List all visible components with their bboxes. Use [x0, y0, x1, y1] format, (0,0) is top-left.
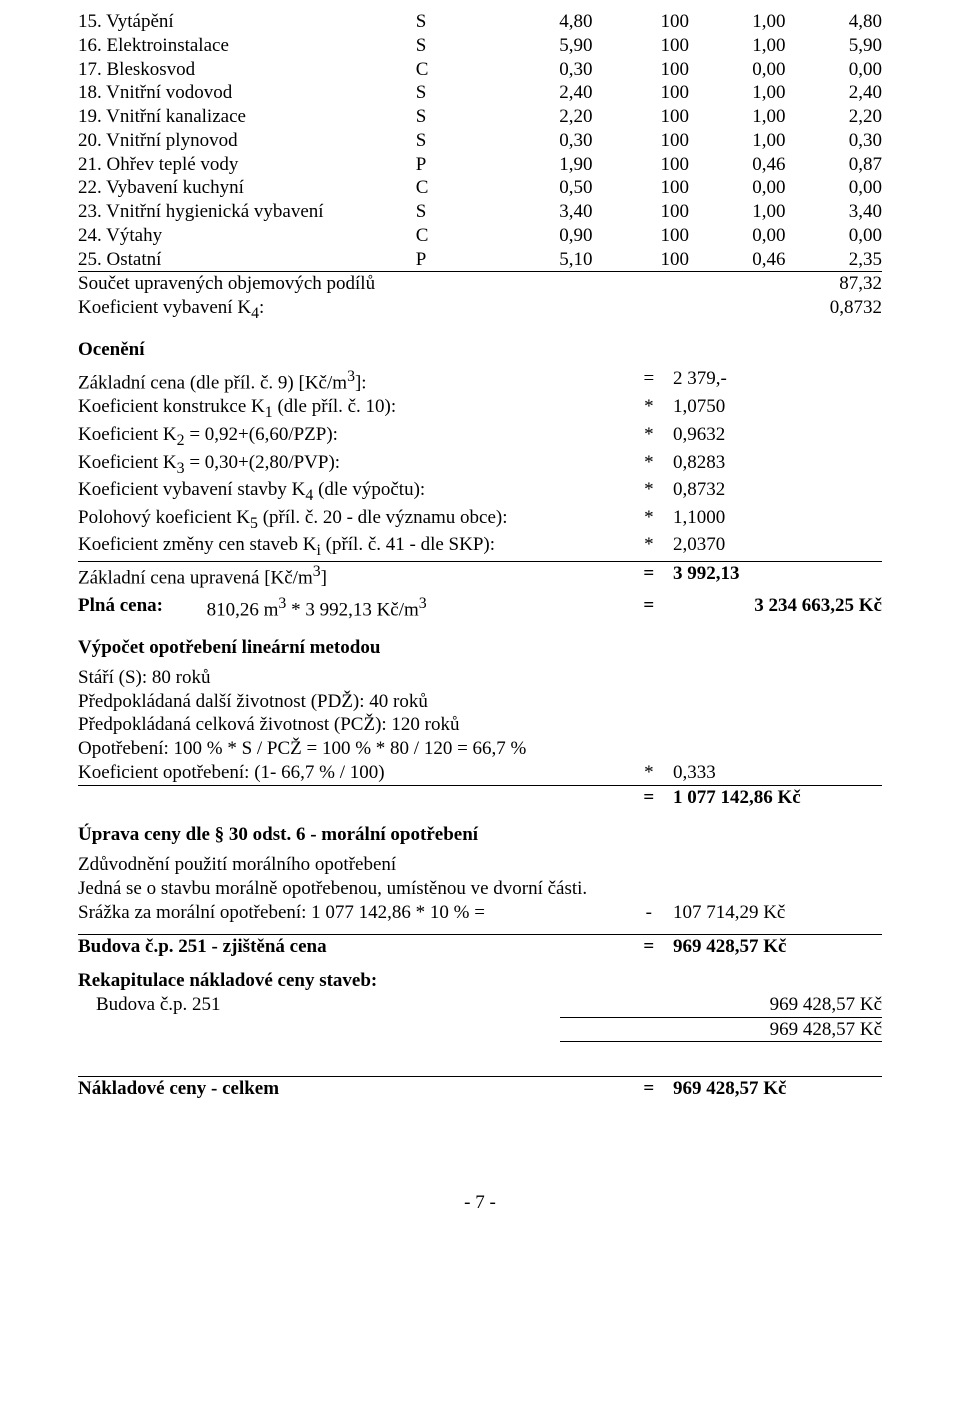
calc-row: Základní cena (dle příl. č. 9) [Kč/m3]:=… — [78, 367, 882, 395]
calc-row: Koeficient K2 = 0,92+(6,60/PZP):*0,9632 — [78, 423, 882, 451]
celkem-row: Nákladové ceny - celkem = 969 428,57 Kč — [78, 1076, 882, 1101]
calc-row: Koeficient konstrukce K1 (dle příl. č. 1… — [78, 395, 882, 423]
srazka-val: 107 714,29 Kč — [673, 901, 882, 925]
upravena-label: Základní cena upravená [Kč/m3] — [78, 561, 625, 590]
table-row: 25. OstatníP5,101000,462,35 — [78, 248, 882, 272]
table-row: 24. VýtahyC0,901000,000,00 — [78, 224, 882, 248]
koef-op: * — [625, 761, 673, 785]
table-row: 18. Vnitřní vodovodS2,401001,002,40 — [78, 81, 882, 105]
table-row: 16. ElektroinstalaceS5,901001,005,90 — [78, 34, 882, 58]
table-row: 19. Vnitřní kanalizaceS2,201001,002,20 — [78, 105, 882, 129]
opotrebeni-calc: Koeficient opotřebení: (1- 66,7 % / 100)… — [78, 761, 882, 810]
plna-val: 3 234 663,25 Kč — [673, 594, 882, 622]
table-row: 17. BleskosvodC0,301000,000,00 — [78, 58, 882, 82]
plna-cena-row: Plná cena: 810,26 m3 * 3 992,13 Kč/m3 = … — [78, 594, 882, 622]
text-line: Předpokládaná celková životnost (PCŽ): 1… — [78, 713, 882, 737]
oceneni-table: Základní cena (dle příl. č. 9) [Kč/m3]:=… — [78, 367, 882, 590]
opotrebeni-title: Výpočet opotřebení lineární metodou — [78, 636, 882, 660]
opotrebeni-lines: Stáří (S): 80 rokůPředpokládaná další ži… — [78, 666, 882, 761]
srazka-op: - — [625, 901, 673, 925]
celkem-val: 969 428,57 Kč — [673, 1077, 882, 1101]
zjistena-row: Budova č.p. 251 - zjištěná cena = 969 42… — [78, 934, 882, 959]
sum2-val: 0,8732 — [673, 296, 882, 324]
calc-row: Koeficient K3 = 0,30+(2,80/PVP):*0,8283 — [78, 451, 882, 479]
rekap-table: Budova č.p. 251 969 428,57 Kč — [78, 993, 882, 1017]
sum1-label: Součet upravených objemových podílů — [78, 272, 673, 296]
rekap-sum-val: 969 428,57 Kč — [560, 1018, 882, 1042]
calc-row: Koeficient změny cen staveb Ki (příl. č.… — [78, 533, 882, 561]
table-row: 15. VytápěníS4,801001,004,80 — [78, 10, 882, 34]
celkem-op: = — [625, 1077, 673, 1101]
text-line: Předpokládaná další životnost (PDŽ): 40 … — [78, 690, 882, 714]
plna-label: Plná cena: — [78, 594, 207, 622]
calc-row: Koeficient vybavení stavby K4 (dle výpoč… — [78, 478, 882, 506]
page-number: - 7 - — [78, 1191, 882, 1215]
table-row: 23. Vnitřní hygienická vybaveníS3,401001… — [78, 200, 882, 224]
celkem-label: Nákladové ceny - celkem — [78, 1077, 625, 1101]
components-table: 15. VytápěníS4,801001,004,8016. Elektroi… — [78, 10, 882, 271]
srazka-label: Srážka za morální opotřebení: 1 077 142,… — [78, 901, 625, 925]
components-summary: Součet upravených objemových podílů 87,3… — [78, 271, 882, 323]
opotrebeni-result-val: 1 077 142,86 Kč — [673, 785, 882, 809]
plna-expr: 810,26 m3 * 3 992,13 Kč/m3 — [207, 594, 625, 622]
sum2-label: Koeficient vybavení K4: — [78, 296, 673, 324]
zjistena-label: Budova č.p. 251 - zjištěná cena — [78, 935, 625, 959]
opotrebeni-result-op: = — [625, 785, 673, 809]
oceneni-title: Ocenění — [78, 338, 882, 362]
calc-row: Polohový koeficient K5 (příl. č. 20 - dl… — [78, 506, 882, 534]
rekap-row-val: 969 428,57 Kč — [567, 993, 882, 1017]
uprava-title: Úprava ceny dle § 30 odst. 6 - morální o… — [78, 823, 882, 847]
plna-op: = — [625, 594, 673, 622]
rekap-row-label: Budova č.p. 251 — [78, 993, 567, 1017]
zjistena-val: 969 428,57 Kč — [673, 935, 882, 959]
uprava-body1: Zdůvodnění použití morálního opotřebení — [78, 853, 882, 877]
upravena-op: = — [625, 561, 673, 590]
upravena-val: 3 992,13 — [673, 561, 882, 590]
text-line: Stáří (S): 80 roků — [78, 666, 882, 690]
rekap-title: Rekapitulace nákladové ceny staveb: — [78, 969, 882, 993]
text-line: Opotřebení: 100 % * S / PCŽ = 100 % * 80… — [78, 737, 882, 761]
table-row: 21. Ohřev teplé vodyP1,901000,460,87 — [78, 153, 882, 177]
koef-label: Koeficient opotřebení: (1- 66,7 % / 100) — [78, 761, 625, 785]
zjistena-op: = — [625, 935, 673, 959]
sum1-val: 87,32 — [673, 272, 882, 296]
table-row: 22. Vybavení kuchyníC0,501000,000,00 — [78, 176, 882, 200]
koef-val: 0,333 — [673, 761, 882, 785]
srazka-row: Srážka za morální opotřebení: 1 077 142,… — [78, 901, 882, 925]
uprava-body2: Jedná se o stavbu morálně opotřebenou, u… — [78, 877, 882, 901]
table-row: 20. Vnitřní plynovodS0,301001,000,30 — [78, 129, 882, 153]
rekap-sum: 969 428,57 Kč — [78, 1018, 882, 1042]
